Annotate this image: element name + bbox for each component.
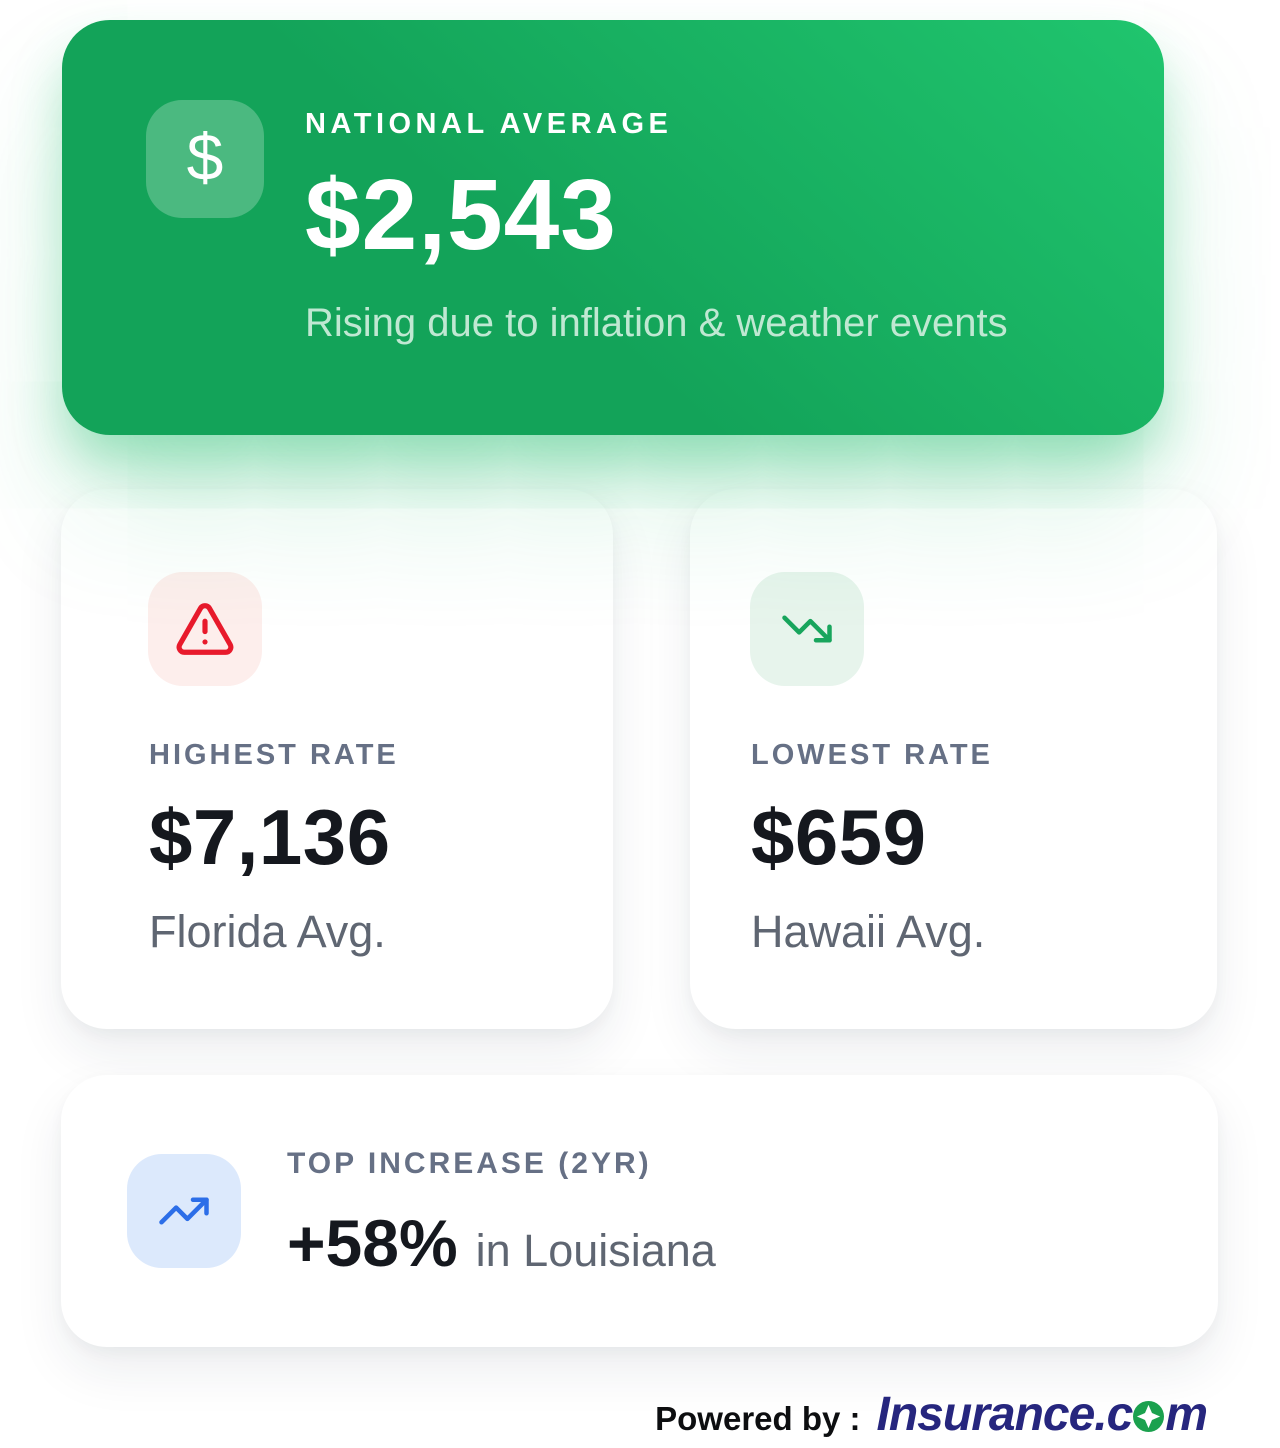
top-increase-content: TOP INCREASE (2YR) +58% in Louisiana [287, 1147, 716, 1281]
compass-star-icon [1133, 1401, 1165, 1432]
national-average-subtitle: Rising due to inflation & weather events [305, 301, 1008, 345]
highest-rate-card: HIGHEST RATE $7,136 Florida Avg. [61, 489, 613, 1029]
highest-rate-label: HIGHEST RATE [149, 739, 399, 771]
national-average-card: $ NATIONAL AVERAGE $2,543 Rising due to … [62, 20, 1164, 435]
trending-down-icon [750, 572, 864, 686]
alert-triangle-icon [148, 572, 262, 686]
highest-rate-content: HIGHEST RATE $7,136 Florida Avg. [149, 739, 399, 958]
lowest-rate-value: $659 [751, 793, 927, 881]
powered-by-label: Powered by : [655, 1400, 861, 1437]
lowest-rate-caption: Hawaii Avg. [751, 906, 986, 957]
top-increase-value: +58% [287, 1206, 458, 1280]
top-increase-location: in Louisiana [475, 1225, 716, 1276]
national-average-label: NATIONAL AVERAGE [305, 108, 673, 140]
lowest-rate-content: LOWEST RATE $659 Hawaii Avg. [751, 739, 993, 958]
highest-rate-caption: Florida Avg. [149, 906, 386, 957]
national-average-content: NATIONAL AVERAGE $2,543 Rising due to in… [305, 108, 1008, 346]
top-increase-row: +58% in Louisiana [287, 1205, 716, 1281]
brand-text-suffix: m [1165, 1388, 1208, 1441]
lowest-rate-label: LOWEST RATE [751, 739, 993, 771]
footer: Powered by : Insurance.c m [655, 1387, 1208, 1442]
insurance-com-logo[interactable]: Insurance.c m [876, 1387, 1208, 1442]
national-average-value: $2,543 [305, 159, 617, 271]
dollar-icon: $ [146, 100, 264, 218]
top-increase-card: TOP INCREASE (2YR) +58% in Louisiana [61, 1075, 1218, 1347]
top-increase-label: TOP INCREASE (2YR) [287, 1147, 652, 1180]
lowest-rate-card: LOWEST RATE $659 Hawaii Avg. [690, 489, 1217, 1029]
brand-text-prefix: Insurance.c [876, 1388, 1134, 1441]
dollar-glyph: $ [186, 120, 224, 194]
highest-rate-value: $7,136 [149, 793, 391, 881]
trending-up-icon [127, 1154, 241, 1268]
